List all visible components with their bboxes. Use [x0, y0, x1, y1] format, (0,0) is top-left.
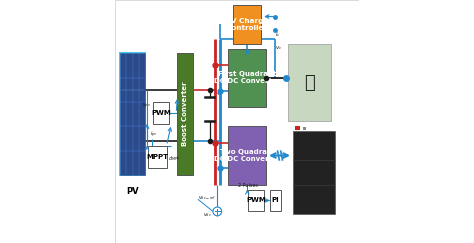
Text: $d_{MPP}$: $d_{MPP}$: [168, 154, 180, 163]
Bar: [177, 53, 193, 175]
Text: PWM: PWM: [246, 198, 266, 203]
Bar: [248, 190, 264, 211]
Text: $v_{dc}$: $v_{dc}$: [203, 211, 211, 219]
Text: Boost Converter: Boost Converter: [182, 82, 188, 147]
Bar: [228, 49, 266, 107]
Bar: [120, 53, 145, 175]
Bar: [153, 102, 169, 124]
Text: $i_c$: $i_c$: [275, 30, 281, 39]
Bar: [295, 126, 300, 130]
Bar: [302, 127, 306, 130]
Bar: [228, 126, 266, 185]
Text: $v_{dc-ref}$: $v_{dc-ref}$: [198, 194, 216, 202]
Circle shape: [213, 207, 222, 216]
Text: MPPT: MPPT: [146, 154, 168, 160]
Text: 🚗: 🚗: [304, 74, 315, 92]
Bar: [293, 131, 336, 214]
Bar: [148, 146, 166, 168]
Text: $i_{pv}$: $i_{pv}$: [149, 130, 157, 140]
Text: $v_{pv}$: $v_{pv}$: [142, 102, 151, 111]
Text: -: -: [215, 120, 218, 124]
Bar: [270, 190, 281, 211]
Bar: [233, 5, 261, 44]
Text: $v_c$: $v_c$: [275, 43, 283, 52]
Text: First Quadrant
DC/DC Converter: First Quadrant DC/DC Converter: [214, 71, 281, 84]
Bar: [119, 52, 146, 176]
Text: EV Charge
Controller: EV Charge Controller: [226, 18, 268, 31]
Text: +: +: [215, 91, 220, 96]
Text: PWM: PWM: [151, 110, 171, 116]
Text: Two Quadrant
DC/DC Converter: Two Quadrant DC/DC Converter: [214, 149, 281, 162]
Text: PV: PV: [126, 187, 139, 196]
Text: PI: PI: [272, 198, 279, 203]
Bar: [288, 44, 330, 122]
Text: 2 Pulses: 2 Pulses: [237, 183, 257, 188]
